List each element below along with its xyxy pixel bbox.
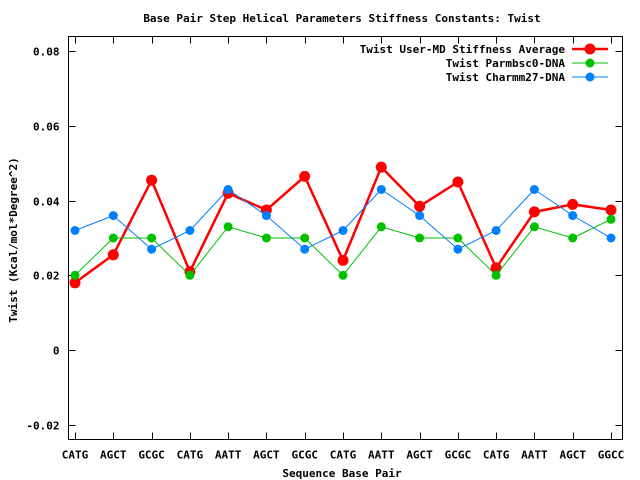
data-point [261, 211, 271, 221]
legend-marker [585, 58, 595, 68]
x-tick-label: CATG [483, 449, 510, 462]
data-point [146, 174, 158, 186]
data-point [605, 204, 617, 216]
data-point [414, 200, 426, 212]
x-tick-label: GGCC [598, 449, 625, 462]
x-tick-label: GCGC [138, 449, 165, 462]
x-tick-label: CATG [177, 449, 204, 462]
legend-marker [585, 72, 595, 82]
legend-item: Twist User-MD Stiffness Average [360, 43, 608, 56]
y-tick-label: 0.04 [33, 196, 60, 209]
data-point [453, 233, 463, 243]
y-tick-label: 0 [53, 345, 60, 358]
data-point [453, 244, 463, 254]
x-tick-label: AGCT [406, 449, 433, 462]
data-point [69, 277, 81, 289]
data-point [491, 226, 501, 235]
data-point [376, 185, 386, 194]
data-point [185, 226, 195, 235]
data-point [185, 270, 195, 280]
data-point [300, 244, 310, 254]
data-point [606, 233, 616, 243]
data-point [567, 198, 579, 210]
data-point [147, 244, 157, 254]
data-point [338, 270, 348, 280]
y-tick-label: 0.06 [33, 121, 60, 134]
data-point [338, 226, 348, 235]
legend-label: Twist Charmm27-DNA [446, 71, 566, 84]
data-point [107, 249, 119, 261]
data-point [606, 214, 616, 224]
x-tick-label: GCGC [291, 449, 318, 462]
data-point [376, 222, 386, 232]
data-point [261, 233, 271, 243]
x-tick-label: AGCT [559, 449, 586, 462]
legend-item: Twist Parmbsc0-DNA [446, 57, 608, 70]
data-point [337, 254, 349, 266]
data-point [452, 176, 464, 188]
x-tick-label: AATT [521, 449, 548, 462]
data-point [299, 170, 311, 182]
x-axis-label: Sequence Base Pair [282, 467, 402, 480]
x-tick-label: AATT [368, 449, 395, 462]
data-point [491, 270, 501, 280]
x-tick-label: AATT [215, 449, 242, 462]
y-tick-label: 0.02 [33, 270, 60, 283]
plot-area-frame [68, 36, 623, 440]
data-point [223, 185, 233, 194]
axes: -0.02 0 0.02 0.04 0.06 0.08 CATG AGCT GCGC CATG AA… [26, 36, 625, 462]
data-point [415, 211, 425, 221]
x-tick-label: CATG [62, 449, 89, 462]
x-tick-label: CATG [330, 449, 357, 462]
x-tick-label: AGCT [100, 449, 127, 462]
data-point [70, 226, 80, 235]
data-point [528, 206, 540, 218]
data-point [147, 233, 157, 243]
y-tick-label: -0.02 [26, 420, 59, 433]
y-axis-label: Twist (Kcal/mol*Degree^2) [7, 157, 20, 323]
y-tick-label: 0.08 [33, 46, 60, 59]
series-2 [70, 214, 616, 280]
x-tick-label: GCGC [445, 449, 472, 462]
chart-title: Base Pair Step Helical Parameters Stiffn… [143, 12, 540, 25]
data-point [108, 233, 118, 243]
legend-item: Twist Charmm27-DNA [446, 71, 608, 84]
data-point [529, 185, 539, 194]
data-point [490, 262, 502, 274]
data-point [223, 222, 233, 232]
series-3 [70, 185, 616, 254]
data-point [108, 211, 118, 221]
data-point [568, 233, 578, 243]
x-tick-label: AGCT [253, 449, 280, 462]
data-point [300, 233, 310, 243]
legend-label: Twist User-MD Stiffness Average [360, 43, 566, 56]
data-point [529, 222, 539, 232]
series-layer [69, 161, 617, 289]
data-point [375, 161, 387, 173]
legend-marker [584, 43, 596, 55]
legend-label: Twist Parmbsc0-DNA [446, 57, 566, 70]
data-point [568, 211, 578, 221]
data-point [70, 270, 80, 280]
data-point [415, 233, 425, 243]
